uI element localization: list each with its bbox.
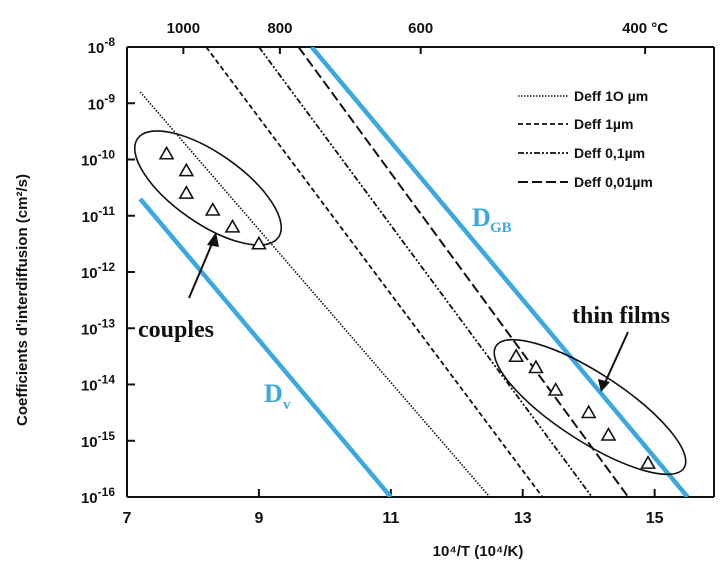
plot-frame [126,46,715,498]
y-tick-label: 10-11 [82,204,116,226]
label-dv-sub: v [283,397,291,413]
couples-arrow [188,238,215,299]
y-tick-label: 10-10 [81,148,115,170]
legend-label-1: Deff 1µm [574,116,633,132]
top-tick-label: 600 [408,20,433,37]
legend: Deff 1O µm Deff 1µm Deff 0,1µm Deff 0,01… [518,88,653,190]
series-line [138,197,393,497]
x-tick-label: 9 [254,510,263,527]
points-layer [158,145,656,469]
label-dgb: D GB [472,203,512,236]
y-tick-label: 10-14 [81,373,115,395]
group-ellipses [133,130,687,476]
legend-label-0: Deff 1O µm [574,88,648,104]
data-point-triangle [158,145,175,160]
series-line [139,91,491,497]
x-tick-label: 11 [382,510,399,527]
y-tick-label: 10-15 [81,429,115,451]
thin-films-arrow [603,331,629,386]
y-tick-label: 10-8 [88,35,116,57]
data-point-triangle [528,359,544,374]
y-tick-label: 10-9 [88,91,116,113]
thin-films-ellipse [493,338,687,476]
y-tick-label: 10-13 [81,316,115,338]
couples-ellipse [133,130,283,246]
data-point-triangle [640,455,656,469]
data-point-triangle [508,348,525,363]
data-point-triangle [204,202,221,216]
x-tick-label: 15 [646,510,664,527]
data-point-triangle [251,235,267,250]
thin-films-arrow-head [598,379,610,392]
annotation-arrows [188,232,629,392]
series-line [258,47,593,497]
axis-ticks: 7 9 11 13 15 1000 800 600 400 °C 10-8 10-9 10-10 10-… [81,20,668,527]
top-tick-label: 1000 [167,20,200,37]
annotation-couples: couples [138,317,214,343]
x-tick-label: 7 [123,510,132,527]
top-tick-label: 800 [267,20,292,37]
couples-arrow-head [207,232,219,247]
series-line [309,47,690,497]
series-line [205,47,544,497]
y-tick-label: 10-16 [81,485,115,507]
series-layer [138,47,690,497]
data-point-triangle [580,404,597,419]
data-point-triangle [600,427,617,441]
label-dv-main: D [264,379,283,408]
data-point-triangle [224,218,241,233]
legend-label-2: Deff 0,1µm [574,145,645,161]
data-point-triangle [178,162,195,177]
y-axis-label: Coefficients d'interdiffusion (cm²/s) [14,174,31,426]
label-dgb-sub: GB [490,220,512,236]
x-axis-label: 10⁴/T (10⁴/K) [433,543,524,560]
label-dgb-main: D [472,203,491,232]
label-dv: D v [264,379,291,413]
top-tick-label: 400 °C [622,20,668,37]
y-tick-label: 10-12 [81,260,115,282]
data-point-triangle [547,382,564,396]
x-tick-label: 13 [514,510,532,527]
data-point-triangle [178,185,195,199]
legend-label-3: Deff 0,01µm [574,174,653,190]
annotation-thin-films: thin films [572,303,670,329]
